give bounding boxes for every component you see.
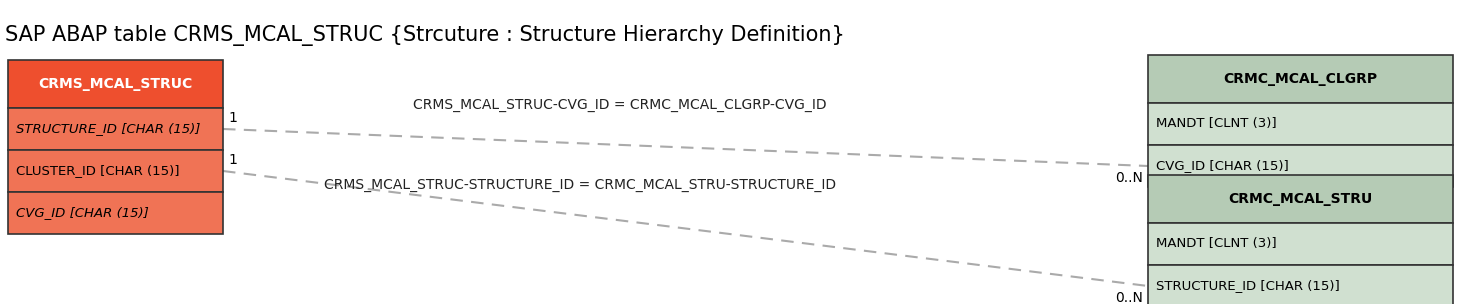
FancyBboxPatch shape bbox=[1148, 103, 1453, 145]
FancyBboxPatch shape bbox=[1148, 145, 1453, 187]
Text: 1: 1 bbox=[228, 111, 237, 125]
Text: STRUCTURE_ID [CHAR (15)]: STRUCTURE_ID [CHAR (15)] bbox=[1156, 279, 1340, 292]
Text: STRUCTURE_ID [CHAR (15)]: STRUCTURE_ID [CHAR (15)] bbox=[16, 123, 200, 136]
Text: SAP ABAP table CRMS_MCAL_STRUC {Strcuture : Structure Hierarchy Definition}: SAP ABAP table CRMS_MCAL_STRUC {Strcutur… bbox=[4, 25, 845, 46]
FancyBboxPatch shape bbox=[7, 150, 223, 192]
FancyBboxPatch shape bbox=[7, 60, 223, 108]
Text: MANDT [CLNT (3)]: MANDT [CLNT (3)] bbox=[1156, 237, 1276, 250]
FancyBboxPatch shape bbox=[1148, 175, 1453, 223]
Text: CRMC_MCAL_STRU: CRMC_MCAL_STRU bbox=[1228, 192, 1372, 206]
FancyBboxPatch shape bbox=[1148, 55, 1453, 103]
Text: 1: 1 bbox=[228, 153, 237, 167]
FancyBboxPatch shape bbox=[1148, 223, 1453, 265]
Text: CVG_ID [CHAR (15)]: CVG_ID [CHAR (15)] bbox=[1156, 160, 1289, 172]
Text: CVG_ID [CHAR (15)]: CVG_ID [CHAR (15)] bbox=[16, 206, 149, 219]
Text: CRMS_MCAL_STRUC: CRMS_MCAL_STRUC bbox=[38, 77, 193, 91]
FancyBboxPatch shape bbox=[7, 108, 223, 150]
Text: CRMS_MCAL_STRUC-CVG_ID = CRMC_MCAL_CLGRP-CVG_ID: CRMS_MCAL_STRUC-CVG_ID = CRMC_MCAL_CLGRP… bbox=[413, 98, 826, 112]
Text: 0..N: 0..N bbox=[1115, 171, 1143, 185]
Text: 0..N: 0..N bbox=[1115, 291, 1143, 304]
Text: CLUSTER_ID [CHAR (15)]: CLUSTER_ID [CHAR (15)] bbox=[16, 164, 180, 178]
FancyBboxPatch shape bbox=[7, 192, 223, 234]
FancyBboxPatch shape bbox=[1148, 265, 1453, 304]
Text: CRMS_MCAL_STRUC-STRUCTURE_ID = CRMC_MCAL_STRU-STRUCTURE_ID: CRMS_MCAL_STRUC-STRUCTURE_ID = CRMC_MCAL… bbox=[324, 178, 837, 192]
Text: CRMC_MCAL_CLGRP: CRMC_MCAL_CLGRP bbox=[1223, 72, 1378, 86]
Text: MANDT [CLNT (3)]: MANDT [CLNT (3)] bbox=[1156, 118, 1276, 130]
